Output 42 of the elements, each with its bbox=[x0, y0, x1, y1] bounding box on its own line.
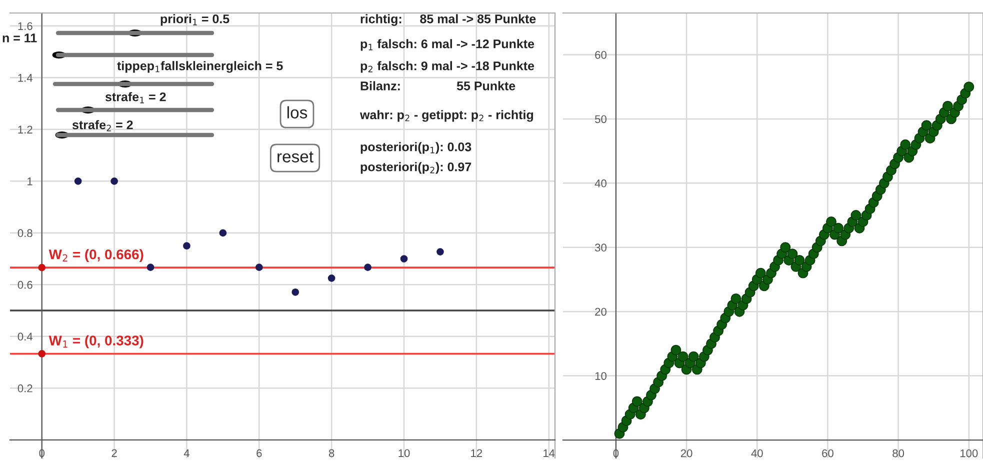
y-tick-label: 50 bbox=[595, 115, 606, 124]
y-tick-label: 1.4 bbox=[18, 74, 33, 82]
x-tick-label: 8 bbox=[328, 449, 334, 458]
annotation: tippep$_{1}$fallskleinergleich = 5 bbox=[117, 61, 283, 73]
x-tick-label: 80 bbox=[892, 449, 904, 458]
annotation: wahr: p$_{2}$ - getippt: p$_{2}$ - richtig bbox=[360, 110, 534, 122]
annotation: n = 11 bbox=[2, 34, 37, 42]
y-tick-label: 0.2 bbox=[18, 384, 32, 392]
annotation: Bilanz: 55 Punkte bbox=[360, 81, 516, 90]
y-tick-label: 40 bbox=[594, 179, 606, 188]
y-tick-label: 30 bbox=[594, 244, 606, 252]
y-tick-label: 0.8 bbox=[18, 229, 32, 238]
x-tick-label: 100 bbox=[960, 449, 978, 458]
y-tick-label: 1 bbox=[28, 178, 32, 186]
x-tick-label: 40 bbox=[751, 449, 763, 458]
annotation: p$_{2}$ falsch: 9 mal -> -18 Punkte bbox=[360, 61, 534, 73]
annotation: richtig: 85 mal -> 85 Punkte bbox=[360, 14, 536, 26]
annotation: reset bbox=[278, 152, 314, 162]
y-tick-label: 0.4 bbox=[18, 332, 33, 341]
x-tick-label: 60 bbox=[822, 449, 834, 458]
annotation: strafe$_{2}$ = 2 bbox=[72, 120, 133, 132]
x-tick-label: 20 bbox=[680, 449, 692, 458]
y-tick-label: 1.6 bbox=[18, 22, 32, 30]
y-tick-label: 1.2 bbox=[18, 126, 32, 134]
x-tick-label: 10 bbox=[398, 449, 410, 458]
annotation: p$_{1}$ falsch: 6 mal -> -12 Punkte bbox=[360, 39, 534, 51]
x-tick-label: 14 bbox=[544, 449, 555, 457]
annotation: posteriori(p$_{1}$): 0.03 bbox=[360, 142, 472, 154]
annotation: priori$_{1}$ = 0.5 bbox=[160, 14, 230, 26]
annotation: W$_{2}$ = (0, 0.666) bbox=[48, 249, 144, 262]
y-tick-label: 0.6 bbox=[18, 280, 32, 289]
y-tick-label: 20 bbox=[595, 308, 606, 316]
annotation: strafe$_{1}$ = 2 bbox=[105, 92, 166, 104]
x-tick-label: 6 bbox=[256, 449, 262, 458]
annotation: posteriori(p$_{2}$): 0.97 bbox=[360, 162, 472, 174]
y-tick-label: 10 bbox=[595, 372, 606, 380]
x-tick-label: 4 bbox=[184, 449, 190, 457]
x-tick-label: 2 bbox=[112, 449, 117, 457]
annotation: los bbox=[287, 106, 308, 118]
y-tick-label: 60 bbox=[595, 51, 606, 59]
x-tick-label: 12 bbox=[471, 449, 482, 457]
annotation: W$_{1}$ = (0, 0.333) bbox=[48, 335, 144, 348]
